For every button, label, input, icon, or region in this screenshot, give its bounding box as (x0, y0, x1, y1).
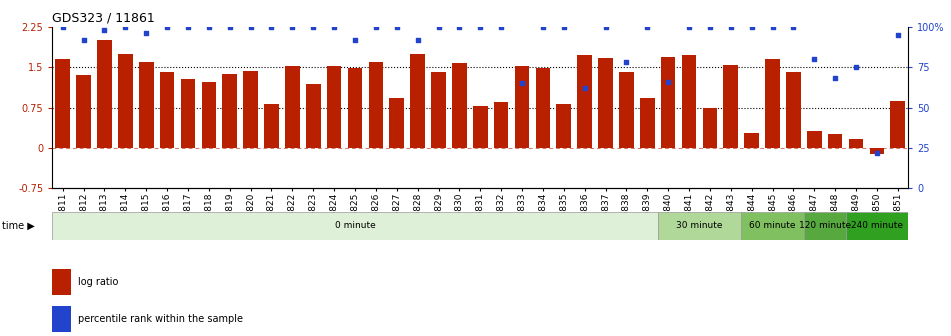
Bar (766, 59, 780, 148)
Text: 120 minute: 120 minute (799, 221, 851, 230)
Bar (327, 66, 341, 148)
Bar (703, 108, 717, 148)
Bar (243, 71, 258, 148)
Point (765, 24, 780, 30)
Point (118, 24, 133, 30)
Text: percentile rank within the sample: percentile rank within the sample (78, 314, 243, 324)
Bar (285, 66, 300, 148)
Point (890, 32, 905, 38)
Bar (640, 98, 654, 148)
Bar (348, 68, 362, 148)
Bar (202, 82, 216, 148)
Text: 0 minute: 0 minute (335, 221, 376, 230)
Point (535, 24, 551, 30)
Text: GDS323 / 11861: GDS323 / 11861 (52, 11, 155, 24)
Text: log ratio: log ratio (78, 277, 119, 287)
Bar (658, 212, 741, 240)
Bar (556, 104, 571, 148)
Bar (724, 65, 738, 148)
Bar (369, 62, 383, 148)
Bar (452, 64, 467, 148)
Bar (181, 79, 195, 148)
Point (389, 24, 404, 30)
Point (806, 56, 822, 62)
Text: 30 minute: 30 minute (676, 221, 723, 230)
Point (223, 24, 238, 30)
Bar (682, 55, 696, 148)
Point (305, 24, 320, 30)
Point (598, 24, 613, 30)
Point (869, 150, 884, 155)
Bar (264, 104, 279, 148)
Bar (494, 102, 509, 148)
Point (160, 24, 175, 30)
Bar (741, 212, 804, 240)
Point (744, 24, 759, 30)
Point (326, 24, 341, 30)
Point (55, 24, 70, 30)
Bar (514, 66, 530, 148)
Bar (52, 269, 71, 295)
Bar (577, 55, 592, 148)
Bar (827, 134, 843, 148)
Bar (473, 106, 488, 148)
Point (368, 24, 383, 30)
Bar (890, 100, 905, 148)
Bar (848, 139, 864, 148)
Bar (410, 54, 425, 148)
Bar (619, 72, 633, 148)
Bar (223, 74, 237, 148)
Bar (52, 306, 71, 332)
Bar (97, 40, 112, 148)
Bar (807, 131, 822, 148)
Bar (804, 212, 845, 240)
Bar (845, 212, 908, 240)
Bar (306, 84, 320, 148)
Point (452, 24, 467, 30)
Text: 60 minute: 60 minute (749, 221, 796, 230)
Point (619, 60, 634, 65)
Point (494, 24, 509, 30)
Text: 240 minute: 240 minute (851, 221, 902, 230)
Bar (869, 148, 884, 154)
Point (723, 24, 738, 30)
Point (640, 24, 655, 30)
Bar (598, 57, 612, 148)
Bar (390, 98, 404, 148)
Point (682, 24, 697, 30)
Point (556, 24, 572, 30)
Point (514, 81, 530, 86)
Point (661, 79, 676, 84)
Text: time ▶: time ▶ (2, 221, 34, 231)
Bar (160, 72, 174, 148)
Point (97, 28, 112, 33)
Point (431, 24, 446, 30)
Bar (661, 57, 675, 148)
Point (702, 24, 717, 30)
Bar (52, 212, 658, 240)
Bar (431, 72, 446, 148)
Point (577, 85, 592, 91)
Bar (745, 133, 759, 148)
Bar (139, 62, 153, 148)
Point (181, 24, 196, 30)
Point (786, 24, 801, 30)
Point (848, 65, 864, 70)
Point (284, 24, 300, 30)
Bar (76, 75, 91, 148)
Bar (118, 54, 133, 148)
Point (473, 24, 488, 30)
Point (410, 37, 425, 42)
Bar (55, 59, 70, 148)
Point (202, 24, 217, 30)
Point (139, 31, 154, 36)
Point (243, 24, 259, 30)
Point (76, 37, 91, 42)
Point (827, 76, 843, 81)
Point (347, 37, 362, 42)
Bar (786, 72, 801, 148)
Point (263, 24, 279, 30)
Bar (535, 68, 551, 148)
